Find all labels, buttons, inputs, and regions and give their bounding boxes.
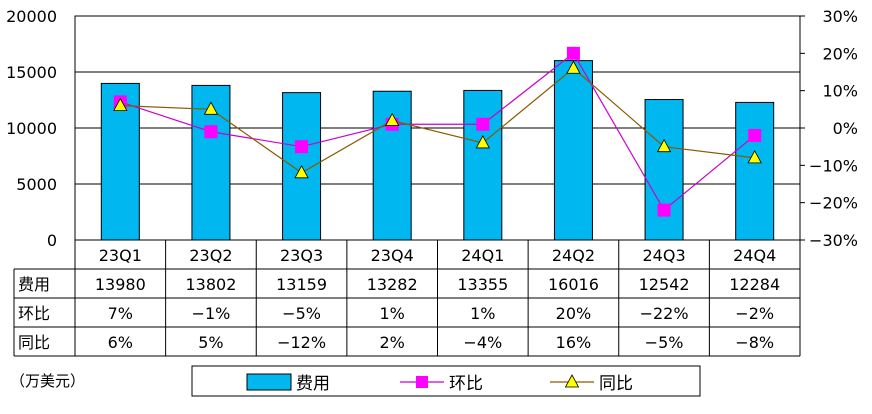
right-tick-label: −10% (809, 156, 858, 175)
yoy-marker (566, 60, 581, 74)
right-tick-label: −20% (809, 194, 858, 213)
legend-label-expense: 费用 (296, 374, 330, 394)
table-cell: 13282 (367, 275, 418, 294)
legend-label-qoq: 环比 (449, 374, 483, 394)
yoy-marker (385, 112, 400, 126)
yoy-marker (475, 135, 490, 149)
table-row-label: 环比 (18, 304, 50, 323)
left-tick-label: 15000 (6, 63, 57, 82)
category-label: 23Q1 (99, 246, 142, 265)
table-cell: 13802 (185, 275, 236, 294)
unit-label: （万美元） (10, 372, 85, 390)
data-table: 23Q1 23Q2 23Q3 23Q4 24Q1 24Q2 24Q3 24Q4 费用 13980 1… (13, 239, 801, 357)
table-cell: 6% (108, 333, 133, 352)
table-cell: 1% (379, 304, 404, 323)
left-tick-label: 0 (47, 231, 57, 250)
table-cell: −2% (735, 304, 774, 323)
table-cell: −12% (277, 333, 326, 352)
table-cell: 2% (379, 333, 404, 352)
legend-marker-qoq (416, 376, 428, 388)
legend-marker-yoy (564, 374, 580, 388)
yoy-marker (203, 101, 219, 115)
table-cell: −5% (645, 333, 684, 352)
yoy-marker (747, 150, 762, 164)
table-cell: −5% (282, 304, 321, 323)
expense-bar (463, 89, 503, 241)
category-label: 24Q4 (733, 246, 776, 265)
qoq-marker (204, 125, 218, 139)
left-tick-label: 20000 (6, 7, 57, 26)
table-row-label: 同比 (18, 333, 50, 352)
table-cell: −22% (640, 304, 689, 323)
table-cell: 16% (556, 333, 592, 352)
category-label: 24Q1 (461, 246, 504, 265)
qoq-marker (657, 203, 671, 217)
table-cell: 12284 (729, 275, 780, 294)
qoq-marker (295, 140, 309, 154)
legend-label-yoy: 同比 (599, 374, 633, 394)
right-tick-label: 30% (822, 7, 858, 26)
table-cell: 13980 (95, 275, 146, 294)
axes: 0 5000 10000 15000 20000 −30% −20% −10% 0% 10% 20%… (6, 7, 858, 250)
table-row-label: 费用 (18, 275, 50, 294)
yoy-marker (656, 138, 672, 153)
expense-bar (553, 60, 593, 241)
qoq-marker (566, 46, 580, 60)
table-cell: 13355 (457, 275, 508, 294)
table-cell: −8% (735, 333, 774, 352)
table-cell: 13159 (276, 275, 327, 294)
category-label: 24Q3 (642, 246, 685, 265)
table-cell: 16016 (548, 275, 599, 294)
series-line-qoq (120, 52, 756, 212)
bar-series (100, 60, 775, 241)
table-cell: 1% (470, 304, 495, 323)
table-cell: −1% (192, 304, 231, 323)
table-cell: −4% (463, 333, 502, 352)
series-line-yoy (120, 67, 755, 174)
expense-bar (735, 101, 775, 241)
category-label: 23Q3 (280, 246, 323, 265)
yoy-marker (294, 164, 309, 179)
table-cell: 20% (556, 304, 592, 323)
category-label: 23Q4 (371, 246, 414, 265)
line-series (113, 46, 762, 217)
legend: 费用 环比 同比 (191, 365, 701, 397)
qoq-marker (476, 117, 490, 131)
table-cell: 5% (198, 333, 223, 352)
yoy-marker (113, 97, 128, 111)
right-tick-label: −30% (809, 231, 858, 250)
right-tick-label: 0% (833, 119, 858, 138)
right-tick-label: 10% (822, 82, 858, 101)
category-label: 23Q2 (189, 246, 232, 265)
left-tick-label: 10000 (6, 119, 57, 138)
expense-bar (644, 99, 684, 241)
left-tick-label: 5000 (16, 175, 57, 194)
table-cell: 7% (108, 304, 133, 323)
qoq-marker (748, 128, 762, 142)
table-cell: 12542 (639, 275, 690, 294)
category-label: 24Q2 (552, 246, 595, 265)
right-tick-label: 20% (822, 44, 858, 63)
legend-swatch-expense (246, 373, 292, 391)
gridlines (75, 71, 800, 185)
